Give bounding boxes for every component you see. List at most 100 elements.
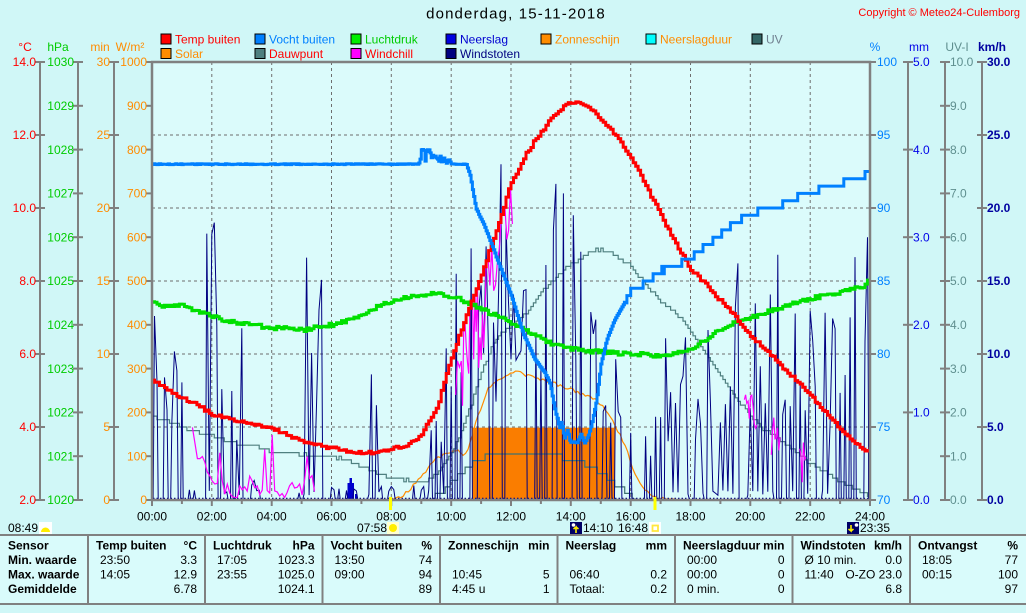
svg-text:Neerslagduur: Neerslagduur bbox=[683, 539, 761, 553]
svg-text:24:00: 24:00 bbox=[855, 510, 885, 524]
svg-text:0.0: 0.0 bbox=[950, 493, 967, 507]
svg-text:2.0: 2.0 bbox=[913, 318, 930, 332]
svg-text:0: 0 bbox=[140, 493, 147, 507]
svg-text:2.0: 2.0 bbox=[950, 406, 967, 420]
svg-text:donderdag, 15-11-2018: donderdag, 15-11-2018 bbox=[426, 6, 606, 23]
svg-text:Ontvangst: Ontvangst bbox=[918, 539, 977, 553]
svg-text:1023: 1023 bbox=[47, 362, 74, 376]
svg-text:16:48: 16:48 bbox=[618, 521, 648, 535]
svg-text:km/h: km/h bbox=[978, 40, 1006, 54]
svg-text:11:40: 11:40 bbox=[805, 568, 834, 582]
svg-text:1023.3: 1023.3 bbox=[278, 553, 315, 567]
svg-text:23:35: 23:35 bbox=[860, 521, 890, 535]
svg-text:20: 20 bbox=[97, 201, 111, 215]
svg-text:°C: °C bbox=[18, 40, 32, 54]
svg-text:08:00: 08:00 bbox=[376, 510, 406, 524]
svg-text:%: % bbox=[421, 539, 432, 553]
svg-text:15: 15 bbox=[97, 274, 111, 288]
svg-text:Dauwpunt: Dauwpunt bbox=[269, 47, 324, 61]
svg-text:O-ZO 23.0: O-ZO 23.0 bbox=[845, 568, 902, 582]
svg-text:30.0: 30.0 bbox=[987, 55, 1011, 69]
svg-text:25.0: 25.0 bbox=[987, 128, 1011, 142]
svg-text:Luchtdruk: Luchtdruk bbox=[365, 33, 419, 47]
svg-text:00:15: 00:15 bbox=[922, 568, 952, 582]
svg-text:Totaal:: Totaal: bbox=[570, 582, 605, 596]
svg-text:85: 85 bbox=[877, 274, 891, 288]
svg-text:10:45: 10:45 bbox=[452, 568, 482, 582]
svg-text:14:10: 14:10 bbox=[583, 521, 613, 535]
svg-text:5.0: 5.0 bbox=[913, 55, 930, 69]
svg-text:74: 74 bbox=[419, 553, 433, 567]
svg-text:18:00: 18:00 bbox=[675, 510, 705, 524]
svg-text:1025: 1025 bbox=[47, 274, 74, 288]
svg-text:14.0: 14.0 bbox=[13, 55, 37, 69]
svg-text:hPa: hPa bbox=[292, 539, 314, 553]
svg-text:1020: 1020 bbox=[47, 493, 74, 507]
svg-text:UV-I: UV-I bbox=[945, 40, 968, 54]
svg-text:°C: °C bbox=[184, 539, 198, 553]
svg-text:12:00: 12:00 bbox=[496, 510, 526, 524]
svg-text:Luchtdruk: Luchtdruk bbox=[213, 539, 272, 553]
svg-text:95: 95 bbox=[877, 128, 891, 142]
svg-text:1021: 1021 bbox=[47, 449, 74, 463]
svg-text:02:00: 02:00 bbox=[197, 510, 227, 524]
svg-text:10.0: 10.0 bbox=[987, 347, 1011, 361]
svg-text:2.0: 2.0 bbox=[19, 493, 36, 507]
svg-text:94: 94 bbox=[419, 568, 433, 582]
svg-text:10.0: 10.0 bbox=[13, 201, 37, 215]
svg-text:Windstoten: Windstoten bbox=[801, 539, 866, 553]
svg-text:07:58: 07:58 bbox=[357, 521, 387, 535]
svg-text:4.0: 4.0 bbox=[950, 318, 967, 332]
svg-text:80: 80 bbox=[877, 347, 891, 361]
svg-text:1: 1 bbox=[543, 582, 550, 596]
svg-text:06:40: 06:40 bbox=[570, 568, 600, 582]
svg-text:UV: UV bbox=[766, 33, 783, 47]
svg-text:0.0: 0.0 bbox=[987, 493, 1004, 507]
svg-text:6.0: 6.0 bbox=[19, 347, 36, 361]
svg-text:Zonneschijn: Zonneschijn bbox=[448, 539, 519, 553]
svg-text:300: 300 bbox=[127, 362, 147, 376]
svg-text:5.0: 5.0 bbox=[950, 274, 967, 288]
svg-text:mm: mm bbox=[909, 40, 929, 54]
svg-text:W/m²: W/m² bbox=[116, 40, 145, 54]
svg-text:km/h: km/h bbox=[874, 539, 902, 553]
svg-text:500: 500 bbox=[127, 274, 147, 288]
svg-text:Windstoten: Windstoten bbox=[460, 47, 520, 61]
svg-text:00:00: 00:00 bbox=[687, 568, 717, 582]
svg-text:77: 77 bbox=[1005, 553, 1019, 567]
svg-text:Windchill: Windchill bbox=[365, 47, 413, 61]
svg-text:12.0: 12.0 bbox=[13, 128, 37, 142]
svg-text:Neerslagduur: Neerslagduur bbox=[660, 33, 732, 47]
svg-text:00:00: 00:00 bbox=[687, 553, 717, 567]
svg-text:900: 900 bbox=[127, 99, 147, 113]
svg-text:mm: mm bbox=[646, 539, 667, 553]
svg-text:Temp buiten: Temp buiten bbox=[175, 33, 240, 47]
svg-text:97: 97 bbox=[1005, 582, 1019, 596]
svg-text:1030: 1030 bbox=[47, 55, 74, 69]
svg-text:0: 0 bbox=[778, 568, 785, 582]
svg-text:10.0: 10.0 bbox=[950, 55, 974, 69]
svg-text:min: min bbox=[90, 40, 109, 54]
svg-text:4.0: 4.0 bbox=[19, 420, 36, 434]
svg-text:30: 30 bbox=[97, 55, 111, 69]
svg-text:8.0: 8.0 bbox=[950, 143, 967, 157]
svg-text:100: 100 bbox=[998, 568, 1018, 582]
svg-text:13:50: 13:50 bbox=[335, 553, 365, 567]
svg-text:400: 400 bbox=[127, 318, 147, 332]
svg-text:0: 0 bbox=[103, 493, 110, 507]
svg-text:17:05: 17:05 bbox=[217, 553, 247, 567]
svg-text:Neerslag: Neerslag bbox=[460, 33, 508, 47]
svg-text:23:50: 23:50 bbox=[100, 553, 130, 567]
svg-text:100: 100 bbox=[127, 449, 147, 463]
svg-text:800: 800 bbox=[127, 143, 147, 157]
svg-text:15.0: 15.0 bbox=[987, 274, 1011, 288]
svg-text:min: min bbox=[528, 539, 549, 553]
svg-text:1026: 1026 bbox=[47, 230, 74, 244]
svg-text:9.0: 9.0 bbox=[950, 99, 967, 113]
svg-text:10: 10 bbox=[97, 347, 111, 361]
svg-text:100: 100 bbox=[877, 55, 897, 69]
svg-text:1028: 1028 bbox=[47, 143, 74, 157]
svg-text:14:05: 14:05 bbox=[100, 568, 130, 582]
svg-text:700: 700 bbox=[127, 187, 147, 201]
svg-text:600: 600 bbox=[127, 230, 147, 244]
